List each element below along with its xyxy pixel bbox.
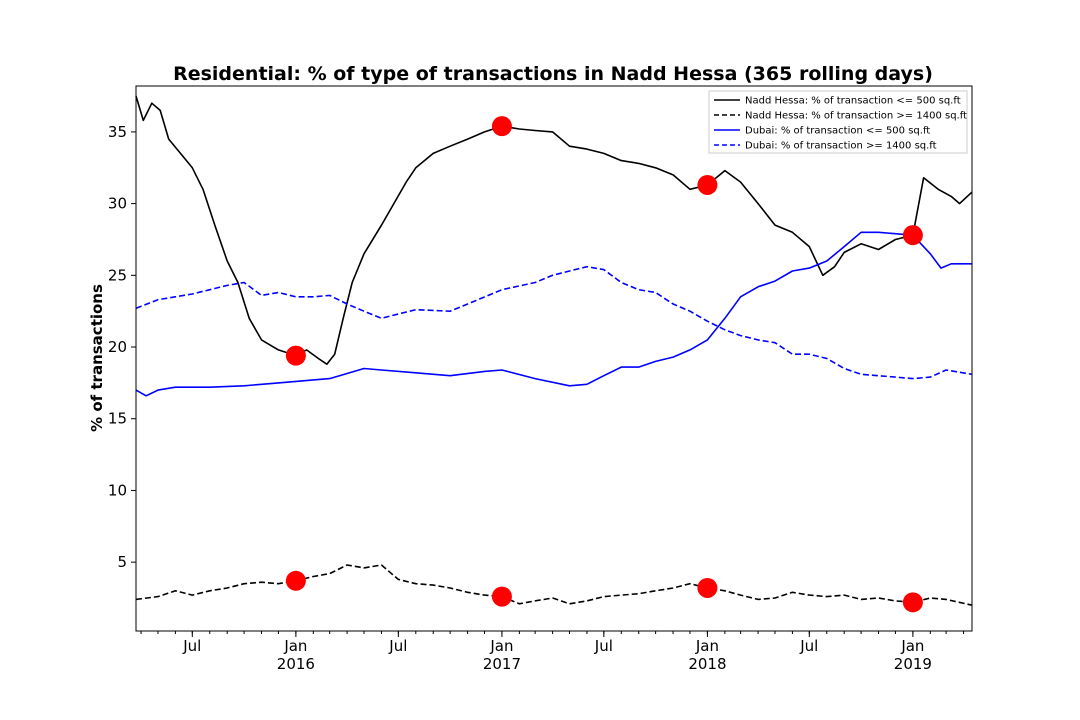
y-tick-label: 20 [108,338,127,356]
highlight-marker [491,116,512,137]
y-tick-label: 30 [108,195,127,213]
legend-box [708,90,968,154]
x-tick-label: Jan [283,637,307,655]
highlight-marker [697,577,718,598]
y-tick-label: 5 [117,553,127,571]
series-line-3 [135,231,972,397]
plot-area [135,85,973,632]
series-line-2 [135,564,973,606]
legend-label: Nadd Hessa: % of transaction <= 500 sq.f… [745,96,961,107]
legend-label: Nadd Hessa: % of transaction >= 1400 sq.… [745,111,967,122]
y-tick-label: 25 [108,266,127,284]
legend-label: Dubai: % of transaction <= 500 sq.ft [745,126,930,137]
highlight-marker [491,586,512,607]
x-tick-year-label: 2017 [483,655,521,673]
legend-label: Dubai: % of transaction >= 1400 sq.ft [745,141,937,152]
x-tick-label: Jan [900,637,924,655]
series-line-4 [135,265,973,380]
highlight-marker [902,225,923,246]
highlight-marker [697,174,718,195]
x-tick-year-label: 2016 [277,655,315,673]
x-tick-label: Jul [594,637,613,655]
x-tick-label: Jul [388,637,407,655]
x-tick-label: Jan [695,637,719,655]
highlight-marker [285,570,306,591]
x-tick-year-label: 2018 [688,655,726,673]
y-tick-label: 15 [108,410,127,428]
plot-frame [135,85,973,632]
x-tick-label: Jul [182,637,201,655]
highlight-marker [902,592,923,613]
chart-title: Residential: % of type of transactions i… [173,63,933,85]
y-axis-label: % of transactions [88,284,106,432]
y-tick-label: 35 [108,123,127,141]
x-tick-label: Jul [799,637,818,655]
marker-layer [285,116,923,613]
series-layer [135,95,973,606]
x-tick-year-label: 2019 [894,655,932,673]
highlight-marker [285,345,306,366]
y-tick-label: 10 [108,481,127,499]
x-tick-label: Jan [489,637,513,655]
y-axis: 5 10 15 20 25 30 35 [108,123,136,571]
legend: Nadd Hessa: % of transaction <= 500 sq.f… [708,90,968,154]
